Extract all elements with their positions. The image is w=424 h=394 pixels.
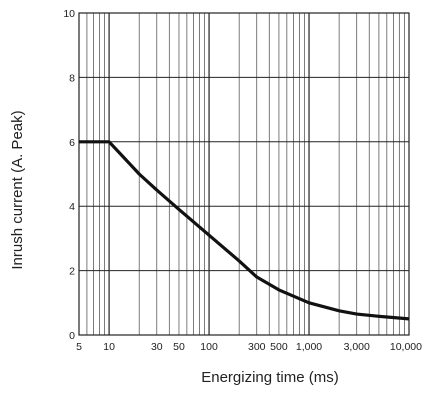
- y-tick-label: 10: [63, 8, 75, 20]
- x-tick-label: 500: [270, 341, 288, 353]
- series-line-inrush-current: [79, 140, 410, 321]
- y-tick-label: 2: [69, 266, 75, 278]
- x-tick-label: 300: [248, 341, 266, 353]
- y-tick-label: 4: [69, 201, 75, 213]
- y-tick-labels: 0 2 4 6 8 10: [63, 8, 75, 342]
- x-tick-labels: 5 10 30 50 100 300 500 1,000 3,000 10,000: [76, 341, 422, 353]
- y-axis-label: Inrush current (A. Peak): [9, 110, 26, 269]
- x-tick-label: 3,000: [344, 341, 370, 353]
- x-tick-label: 50: [173, 341, 185, 353]
- x-tick-label: 1,000: [296, 341, 322, 353]
- y-tick-label: 8: [69, 72, 75, 84]
- minor-grid: [86, 13, 405, 335]
- y-tick-label: 6: [69, 137, 75, 149]
- x-tick-label: 10,000: [390, 341, 422, 353]
- x-tick-label: 10: [103, 341, 115, 353]
- x-tick-label: 100: [200, 341, 218, 353]
- x-axis-label: Energizing time (ms): [201, 369, 339, 386]
- y-tick-label: 0: [69, 330, 75, 342]
- x-tick-label: 5: [76, 341, 82, 353]
- major-grid: [79, 13, 409, 335]
- x-tick-label: 30: [151, 341, 163, 353]
- plot-frame: [78, 12, 410, 336]
